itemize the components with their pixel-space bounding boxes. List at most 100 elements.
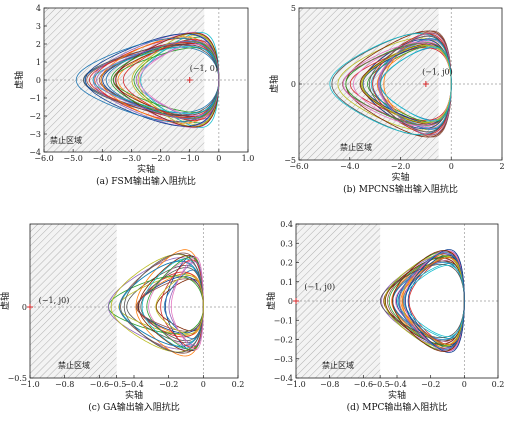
forbidden-region-label: 禁止区域 — [340, 142, 372, 152]
forbidden-region-label: 禁止区域 — [322, 360, 354, 370]
y-tick-label: 0 — [36, 76, 41, 85]
x-axis-label: 实轴 — [125, 389, 143, 401]
y-tick-label: −0.1 — [274, 316, 293, 325]
critical-point-label: (−1, j0) — [39, 296, 70, 305]
critical-point-marker — [293, 298, 299, 304]
critical-point-label: (−1, j0) — [304, 282, 335, 291]
panel-caption: (c) GA输出输入阻抗比 — [88, 401, 180, 413]
x-tick-label: −6.0 — [289, 162, 308, 171]
x-tick-label: −0.2 — [159, 380, 178, 389]
curve-lower — [405, 301, 465, 353]
curve-lower — [403, 301, 465, 337]
curve-upper — [380, 46, 452, 85]
curve-lower — [361, 83, 452, 124]
curve-upper — [115, 32, 220, 81]
curve-upper — [108, 275, 204, 307]
curve-upper — [361, 44, 452, 85]
curve-upper — [368, 35, 452, 85]
curve-upper — [378, 32, 452, 85]
curve-upper — [123, 253, 204, 307]
curve-upper — [345, 42, 452, 85]
x-tick-label: −2.0 — [391, 162, 410, 171]
curve-lower — [404, 300, 465, 352]
panel-caption: (d) MPC输出输入阻抗比 — [347, 401, 448, 413]
y-tick-label: 0.3 — [280, 239, 293, 248]
curve-upper — [119, 260, 204, 308]
y-axis-label: 虚轴 — [265, 292, 277, 310]
y-axis-label: 虚轴 — [13, 71, 25, 89]
curve-upper — [404, 250, 465, 302]
x-tick-label: −0.8 — [320, 380, 339, 389]
curve-lower — [380, 83, 452, 122]
y-tick-label: −0.5 — [8, 374, 27, 383]
curve-upper — [380, 263, 465, 301]
critical-point-marker — [27, 304, 33, 310]
curve-lower — [329, 83, 452, 135]
x-tick-label: −1.0 — [20, 380, 39, 389]
y-tick-label: −0.4 — [274, 374, 293, 383]
x-tick-label: −0.6 — [354, 380, 373, 389]
curve-lower — [119, 306, 204, 347]
chart-panel-4: −1.0 −0.8 −0.6−0.5−0.4 −0.2 0 0.2−0.4−0.3−0.2… — [265, 220, 504, 413]
curve-lower — [120, 307, 204, 354]
critical-point-marker — [422, 81, 429, 87]
curve-lower — [108, 307, 204, 334]
y-tick-label: −0.3 — [274, 355, 293, 364]
y-tick-label: 0 — [291, 80, 296, 89]
x-tick-label: −1.0 — [286, 380, 305, 389]
y-tick-label: 0.4 — [280, 220, 293, 229]
x-tick-label: −3.0 — [122, 154, 141, 163]
curve-upper — [96, 40, 220, 81]
x-axis-label: 实轴 — [388, 389, 406, 401]
curve-lower — [372, 83, 452, 135]
curve-lower — [123, 307, 204, 353]
curve-lower — [75, 79, 220, 123]
x-tick-label: 0 — [449, 162, 454, 171]
x-tick-label: 0 — [201, 380, 206, 389]
curve-lower — [96, 79, 220, 120]
y-tick-label: −4 — [29, 148, 41, 157]
y-tick-label: 0 — [288, 297, 293, 306]
curve-lower — [384, 300, 465, 348]
x-tick-label: −0.4 — [387, 380, 406, 389]
curve-upper — [372, 33, 452, 85]
critical-point-marker — [186, 77, 193, 83]
y-tick-label: 5 — [291, 4, 296, 13]
curve-upper — [329, 33, 452, 85]
y-tick-label: −5 — [284, 156, 296, 165]
y-tick-label: −2 — [29, 112, 41, 121]
x-axis-label: 实轴 — [137, 163, 155, 175]
x-tick-label: 2 — [499, 162, 504, 171]
curve-lower — [380, 301, 465, 339]
curve-lower — [140, 79, 220, 128]
curve-upper — [405, 249, 465, 301]
x-tick-label: 0.2 — [492, 380, 505, 389]
y-tick-label: −1 — [29, 94, 41, 103]
panel-caption: (b) MPCNS输出输入阻抗比 — [343, 183, 458, 195]
x-tick-label: 1.0 — [242, 154, 255, 163]
chart-panel-3: −1.0−0.8−0.6−0.5−0.4−0.200.2−0.505实轴虚轴禁止… — [0, 223, 245, 413]
forbidden-region — [30, 224, 117, 378]
x-tick-label: −0.4 — [124, 380, 143, 389]
curve-upper — [155, 275, 204, 307]
y-tick-label: 2 — [36, 40, 41, 49]
x-tick-label: 0.2 — [232, 380, 245, 389]
curve-upper — [120, 252, 204, 307]
curve-lower — [368, 83, 452, 133]
x-tick-label: −1.0 — [180, 154, 199, 163]
forbidden-region — [296, 224, 381, 378]
curve-upper — [398, 252, 465, 301]
x-tick-label: 0 — [216, 154, 221, 163]
x-tick-label: 0 — [462, 380, 467, 389]
forbidden-region-label: 禁止区域 — [50, 135, 82, 145]
nyquist-curves — [380, 249, 465, 353]
curve-lower — [115, 79, 220, 128]
curve-upper — [403, 265, 465, 301]
curve-lower — [398, 301, 465, 350]
nyquist-curves — [107, 249, 204, 357]
y-tick-label: 1 — [36, 58, 41, 67]
curve-upper — [384, 254, 465, 302]
forbidden-region-label: 禁止区域 — [58, 360, 90, 370]
critical-point-label: (−1, 0) — [190, 64, 218, 73]
